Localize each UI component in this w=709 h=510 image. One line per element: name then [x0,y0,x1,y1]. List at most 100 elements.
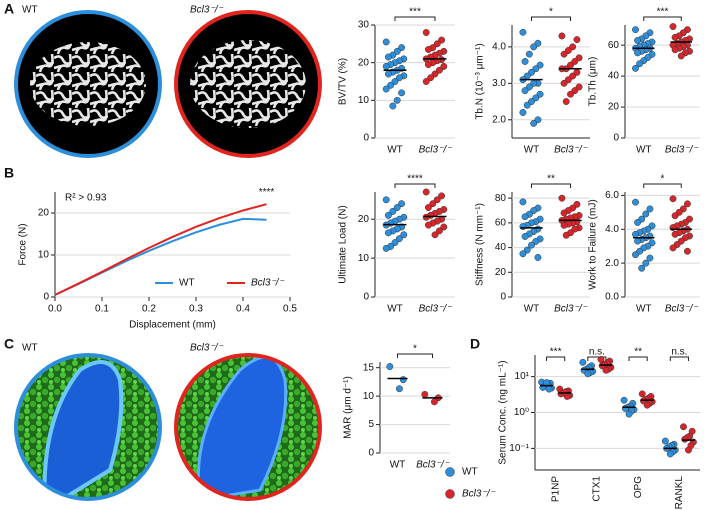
data-point [558,32,566,40]
data-point [560,50,568,58]
data-point [424,46,432,53]
significance: n.s. [671,347,687,358]
data-point [422,29,430,36]
sig-bracket [669,356,689,361]
x-tick-label: Bcl3⁻/⁻ [665,304,699,315]
data-point [389,102,397,110]
data-point [395,235,403,243]
y-tick-label: 10⁰ [514,407,529,418]
significance: ** [634,347,642,358]
data-point [435,66,443,74]
x-tick-label: WT [636,145,652,156]
data-point [632,26,639,34]
y-tick-label: 4.0 [492,42,506,53]
significance: * [661,174,665,185]
image-ring [14,353,162,501]
data-point [393,204,401,212]
data-point [632,198,639,206]
x-tick-label: WT [524,145,540,156]
sig-bracket [531,183,571,188]
x-tick-label: Bcl3⁻/⁻ [554,304,588,315]
data-point [562,98,570,105]
data-point [519,250,527,258]
data-point [395,74,403,82]
image-ring [174,353,322,501]
data-point [386,363,394,370]
data-point [646,254,654,262]
y-tick-label: 40 [495,242,507,253]
data-point [384,70,392,78]
data-point [387,81,395,89]
y-tick-label: 40 [608,71,620,82]
x-tick-label: WT [390,460,406,471]
data-point [430,398,438,406]
significance: **** [259,187,275,198]
data-point [400,231,408,239]
x-axis-label: Displacement (mm) [129,320,216,331]
data-point [638,390,646,398]
data-point [433,196,441,204]
data-point [646,205,654,213]
x-tick-label: Bcl3⁻/⁻ [665,145,699,156]
data-point [519,198,527,206]
y-tick-label: 20 [358,57,370,68]
legend-label: WT [179,278,195,289]
x-tick-label: 0.4 [236,304,250,315]
sig-bracket [394,16,436,21]
significance: *** [409,7,421,18]
data-point [573,36,581,44]
y-tick-label: 2.0 [492,114,506,125]
data-point [422,188,430,196]
y-tick-label: 2.0 [605,258,619,269]
image-label: Bcl3⁻/⁻ [190,5,224,16]
data-point [382,244,390,252]
data-point [680,423,687,431]
y-tick-label: 60 [495,218,507,229]
y-tick-label: 4.0 [605,224,619,235]
image-label: Bcl3⁻/⁻ [190,343,224,354]
data-point [584,370,592,378]
sig-bracket [394,183,436,188]
data-point [422,78,430,85]
x-tick-label: Bcl3⁻/⁻ [419,304,453,315]
data-point [440,223,448,231]
data-point [530,119,538,127]
x-tick-label: Bcl3⁻/⁻ [416,460,450,471]
data-point [632,64,639,72]
data-point [382,196,390,204]
data-point [398,89,406,97]
data-point [393,96,401,104]
y-axis-label: Work to Failure (mJ) [588,199,599,289]
data-point [677,52,685,60]
data-point [620,396,628,404]
y-tick-label: 0 [43,292,49,303]
data-point [384,211,392,219]
y-tick-label: 20 [358,214,370,225]
y-axis-label: MAR (μm d⁻¹) [343,376,354,439]
data-point [398,44,406,52]
data-point [429,200,437,208]
y-tick-label: 10⁻¹ [509,443,529,454]
data-point [398,200,406,208]
data-point [424,61,432,69]
x-tick-label: 0.5 [283,304,297,315]
data-point [579,358,587,366]
image-ring [174,10,322,158]
data-point [560,221,568,229]
x-tick-label: P1NP [550,476,561,502]
data-point [669,195,677,203]
x-tick-label: OPG [633,476,644,498]
image-label: WT [22,343,38,354]
data-point [438,192,446,200]
data-point [685,446,692,454]
data-point [427,74,435,82]
x-tick-label: WT [524,304,540,315]
data-point [634,219,642,226]
data-point [431,70,439,78]
panel-label: A [4,1,14,17]
data-point [643,401,651,409]
data-point [669,244,677,252]
data-point [393,47,401,55]
data-point [666,450,674,458]
data-point [625,410,633,418]
